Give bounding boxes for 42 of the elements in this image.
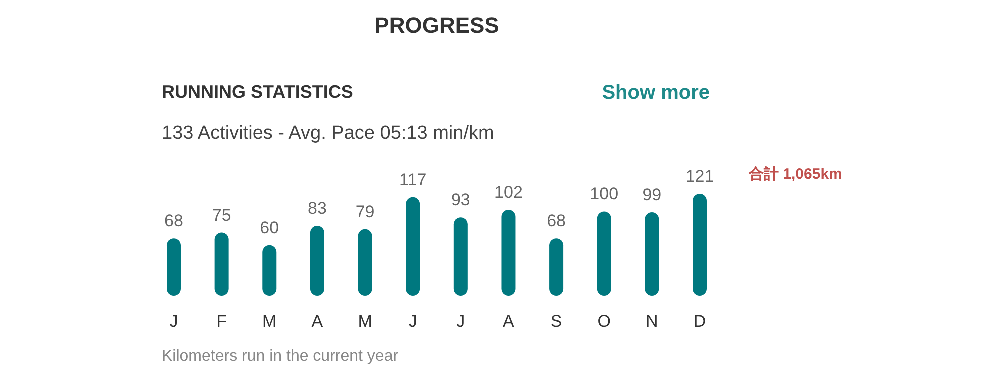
x-tick-label: J — [170, 312, 178, 331]
x-tick-label: J — [408, 312, 418, 331]
bar — [502, 210, 516, 296]
data-label: 99 — [642, 186, 662, 205]
data-label: 75 — [212, 206, 232, 225]
bar — [214, 232, 229, 296]
x-tick-label: N — [646, 312, 658, 331]
x-tick-label: A — [312, 312, 324, 331]
data-label: 93 — [451, 190, 470, 210]
data-label: 68 — [164, 212, 184, 231]
text: 合計 1,065km — [748, 166, 842, 183]
text: Show more — [602, 82, 710, 104]
x-tick-label: O — [598, 312, 611, 331]
bar — [358, 229, 372, 296]
x-tick-label: D — [694, 312, 706, 331]
x-tick-label: F — [216, 312, 228, 331]
bar — [262, 245, 277, 296]
chart-title: PROGRESS — [374, 13, 500, 38]
x-tick-label: M — [262, 312, 277, 331]
x-tick-label: S — [550, 312, 562, 331]
bar — [550, 238, 564, 296]
text: 133 Activities - Avg. Pace 05:13 min/km — [162, 123, 494, 144]
bar — [167, 238, 181, 296]
data-label: 117 — [400, 170, 427, 190]
chart-subtitle: RUNNING STATISTICS — [162, 82, 354, 102]
bar — [406, 197, 420, 296]
bar — [597, 212, 612, 296]
data-label: 60 — [260, 218, 280, 238]
data-label: 79 — [356, 202, 375, 222]
bar — [310, 226, 324, 296]
x-tick-label: M — [358, 312, 372, 331]
bar — [454, 218, 468, 296]
data-label: 121 — [686, 167, 714, 186]
x-tick-label: A — [503, 312, 516, 331]
bar — [645, 212, 660, 296]
data-label: 102 — [494, 183, 523, 202]
data-label: 83 — [308, 199, 327, 218]
data-label: 68 — [547, 212, 566, 231]
data-label: 100 — [590, 184, 619, 204]
x-tick-label: J — [456, 312, 466, 331]
text: Kilometers run in the current year — [162, 348, 400, 365]
bar — [693, 194, 707, 296]
